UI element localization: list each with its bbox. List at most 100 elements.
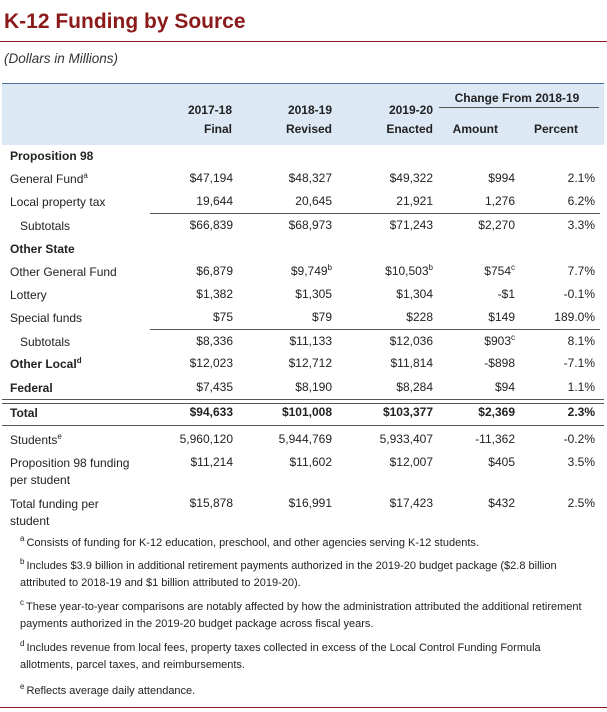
units-note: (Dollars in Millions): [4, 51, 119, 66]
footnote-text: Consists of funding for K-12 education, …: [26, 537, 479, 549]
cell-value: 5,960,120: [179, 432, 233, 446]
footnote-text: Includes $3.9 billion in additional reti…: [20, 560, 557, 589]
col-2019-20-cell: $71,243: [343, 218, 433, 232]
cell-value: 3.5%: [567, 455, 595, 469]
change-amount-cell: $2,270: [425, 218, 515, 232]
row-label: Federal: [10, 380, 53, 397]
row-label: Other State: [10, 241, 75, 258]
total-double-rule: [2, 399, 604, 404]
footnote-text: These year-to-year comparisons are notab…: [20, 601, 582, 630]
footnote-marker: d: [20, 639, 25, 649]
row-label: Studentse: [10, 432, 62, 449]
subtotal-rule: [150, 213, 600, 214]
cell-value: -0.1%: [563, 287, 595, 301]
cell-value: $754: [484, 264, 511, 278]
change-percent-cell: 1.1%: [505, 380, 595, 394]
col-percent-label: Percent: [533, 122, 578, 136]
footnote: d Includes revenue from local fees, prope…: [20, 640, 590, 674]
cell-value: $228: [406, 310, 433, 324]
col-2019-20-cell: $12,007: [343, 455, 433, 469]
total-rule: [2, 425, 604, 426]
cell-value: $71,243: [389, 218, 433, 232]
cell-value: $49,322: [389, 171, 433, 185]
col-2017-18-cell: $11,214: [143, 455, 234, 469]
row-label-text: Proposition 98: [10, 149, 94, 163]
cell-value: -$1: [497, 287, 515, 301]
col-2019-20-cell: $17,423: [343, 496, 433, 510]
cell-value: -11,362: [475, 432, 515, 446]
cell-value: 6.2%: [567, 194, 595, 208]
col-2018-19-cell: 20,645: [242, 194, 332, 208]
col-2017-18-cell: $6,879: [143, 264, 233, 278]
col-2019-20-cell: $11,814: [343, 356, 434, 370]
col-2019-20-cell: $49,322: [343, 171, 433, 185]
cell-value: $47,194: [189, 171, 233, 185]
change-percent-cell: -7.1%: [505, 356, 595, 370]
cell-value: $103,377: [382, 405, 433, 419]
footnote: e Reflects average daily attendance.: [20, 683, 590, 700]
col-2018-19-cell: 5,944,769: [242, 432, 332, 446]
cell-value: $8,190: [295, 380, 332, 394]
cell-value: $11,133: [289, 334, 333, 348]
cell-value: $94,633: [189, 405, 233, 419]
cell-value: $11,602: [289, 455, 333, 469]
footnote: c These year-to-year comparisons are nota…: [20, 599, 590, 633]
change-amount-cell: $405: [425, 455, 515, 469]
cell-value: $1,382: [196, 287, 233, 301]
footer-divider: [0, 707, 607, 708]
cell-value: $12,712: [288, 356, 332, 370]
col-2017-18-cell: $12,023: [143, 356, 233, 370]
col-2017-18-cell: 19,644: [143, 194, 233, 208]
col-2018-19-cell: $11,602: [242, 455, 333, 469]
cell-value: $1,305: [295, 287, 332, 301]
cell-value: -7.1%: [563, 356, 595, 370]
col-2019-20-cell: $12,036: [343, 334, 433, 348]
cell-value: $8,336: [196, 334, 233, 348]
row-label-text: Total: [10, 406, 38, 420]
footnote-marker: a: [83, 171, 88, 180]
col-2017-18-year: 2017-18: [187, 103, 232, 117]
change-group-header: Change From 2018-19: [454, 91, 580, 105]
change-amount-cell: $754c: [425, 264, 515, 279]
row-label-text: General Fund: [10, 172, 84, 186]
table-header: [2, 83, 604, 145]
change-amount-cell: $149: [425, 310, 515, 324]
footnote-marker: d: [76, 356, 82, 365]
row-label-text: Federal: [10, 381, 53, 395]
change-percent-cell: 6.2%: [505, 194, 595, 208]
cell-value: $66,839: [189, 218, 233, 232]
footnote-marker: b: [20, 557, 25, 567]
col-2018-19-cell: $11,133: [242, 334, 333, 348]
row-label-text: Other State: [10, 242, 75, 256]
cell-value: $15,878: [189, 496, 233, 510]
footnote-marker: e: [57, 432, 62, 441]
row-label-text: Proposition 98 funding: [10, 456, 130, 470]
col-2019-20-label: Enacted: [386, 122, 433, 136]
cell-value: -$898: [484, 356, 515, 370]
row-label-text: Special funds: [10, 311, 83, 325]
footnote-marker: e: [20, 682, 25, 692]
col-2019-20-cell: $228: [343, 310, 433, 324]
col-2019-20-cell: $103,377: [343, 405, 433, 419]
row-label: General Funda: [10, 171, 88, 188]
cell-value: 20,645: [295, 194, 332, 208]
row-label-text: Students: [10, 433, 58, 447]
cell-value: 21,921: [396, 194, 433, 208]
footnote-marker: b: [428, 263, 433, 272]
change-percent-cell: 2.3%: [505, 405, 595, 419]
footnote-text: Reflects average daily attendance.: [26, 685, 196, 697]
row-label-continuation: per student: [10, 473, 71, 487]
cell-value: 2.3%: [567, 405, 595, 419]
row-label: Local property tax: [10, 194, 105, 211]
cell-value: $903: [484, 334, 511, 348]
change-percent-cell: -0.2%: [505, 432, 595, 446]
cell-value: $2,270: [478, 218, 515, 232]
row-label: Total: [10, 405, 38, 422]
cell-value: 7.7%: [567, 264, 595, 278]
col-2018-19-cell: $79: [242, 310, 332, 324]
col-2017-18-cell: $94,633: [143, 405, 233, 419]
change-amount-cell: $903c: [425, 334, 515, 349]
cell-value: $8,284: [396, 380, 433, 394]
change-group-rule: [439, 107, 599, 108]
change-percent-cell: 2.1%: [505, 171, 595, 185]
